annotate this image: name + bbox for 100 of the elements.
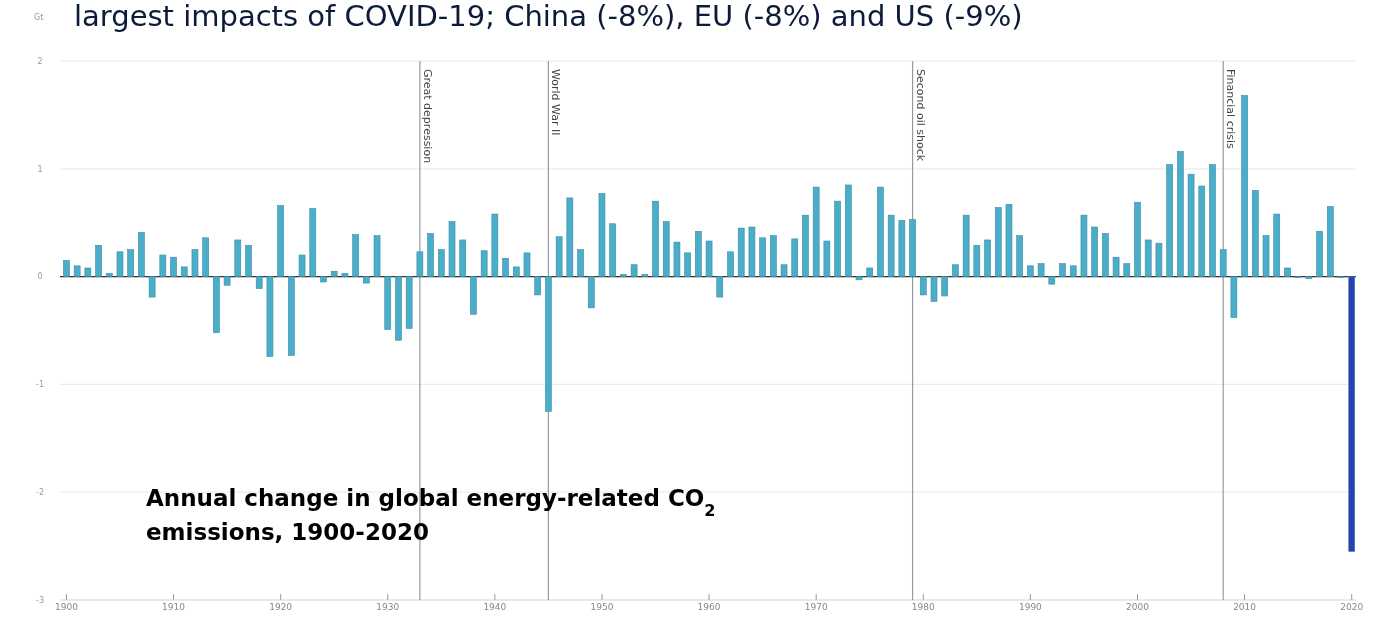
- bar: [1123, 263, 1131, 277]
- bar: [1348, 276, 1356, 552]
- bar: [459, 239, 467, 277]
- bar: [887, 214, 895, 277]
- bar: [641, 274, 649, 277]
- bar: [534, 276, 541, 296]
- chart-title: largest impacts of COVID-19; China (-8%), EU (-8%) and US (-9%): [74, 0, 1023, 33]
- bar: [373, 235, 381, 277]
- y-tick-label: -1: [36, 380, 44, 390]
- bar: [159, 254, 167, 277]
- bar: [138, 232, 145, 277]
- bar: [952, 264, 959, 277]
- bar: [1230, 276, 1238, 318]
- bar: [802, 214, 809, 277]
- bar: [1273, 213, 1281, 277]
- bar: [866, 267, 874, 277]
- bar: [170, 256, 177, 277]
- bar: [1305, 276, 1313, 280]
- bar: [834, 200, 841, 277]
- bar: [1016, 235, 1023, 277]
- bar: [962, 214, 970, 277]
- y-tick-label: -2: [36, 488, 44, 497]
- bar: [1187, 173, 1195, 277]
- text: Annual change in global energy-related CO$_{2}$ emissions, 1900-2020: [146, 485, 716, 545]
- bar: [1037, 263, 1045, 277]
- bar: [609, 223, 616, 277]
- bar: [95, 245, 102, 277]
- bar: [234, 239, 242, 277]
- bar: [1112, 256, 1120, 277]
- bar: [512, 266, 520, 277]
- x-tick-label: 2010: [1233, 602, 1257, 612]
- bar: [716, 276, 724, 298]
- bar: [427, 233, 434, 277]
- bar: [1005, 204, 1013, 277]
- bar: [984, 239, 991, 277]
- bar: [523, 252, 531, 277]
- bar: [1219, 249, 1227, 277]
- bar: [277, 205, 284, 277]
- bar: [309, 208, 317, 277]
- bar: [330, 270, 338, 277]
- ref-line-label: Great depression: [420, 69, 434, 164]
- bar: [727, 251, 734, 277]
- bar: [1209, 164, 1216, 277]
- x-tick-label: 2020: [1340, 602, 1364, 612]
- bar: [545, 276, 552, 412]
- bar: [438, 249, 445, 277]
- bar: [791, 238, 799, 277]
- bar: [930, 276, 938, 302]
- bar: [994, 207, 1002, 277]
- bar: [470, 276, 477, 315]
- bar: [491, 213, 499, 277]
- bar: [105, 273, 113, 277]
- bar: [759, 237, 766, 277]
- bar: [298, 254, 306, 277]
- bar: [652, 200, 659, 277]
- bar: [555, 236, 563, 277]
- bar: [1198, 185, 1206, 277]
- bar: [1027, 265, 1034, 277]
- bar: [630, 264, 638, 277]
- y-axis-title: Gt: [34, 13, 44, 22]
- bar: [737, 227, 745, 277]
- bar: [919, 276, 927, 296]
- bar: [1059, 263, 1066, 277]
- bar: [748, 226, 756, 277]
- x-tick-label: 1940: [483, 602, 507, 612]
- x-tick-label: 1950: [590, 602, 614, 612]
- bar: [1284, 267, 1291, 277]
- bar: [770, 235, 777, 277]
- bar: [1316, 231, 1323, 277]
- bar: [502, 257, 509, 277]
- y-tick-label: 1: [37, 164, 43, 174]
- x-tick-label: 1920: [269, 602, 293, 612]
- bar: [695, 231, 702, 277]
- bar: [266, 276, 274, 357]
- bar: [1326, 206, 1334, 277]
- bar: [620, 274, 627, 277]
- bar: [341, 273, 349, 277]
- bar: [1069, 265, 1077, 277]
- x-tick-label: 1910: [162, 602, 186, 612]
- bar: [673, 241, 681, 277]
- bar: [1091, 226, 1098, 277]
- bar: [566, 197, 574, 277]
- bar: [1252, 190, 1259, 277]
- bar: [363, 276, 370, 284]
- bar: [448, 221, 456, 277]
- bar: [845, 184, 852, 277]
- bar: [587, 276, 595, 309]
- bar: [941, 276, 949, 297]
- x-tick-label: 1900: [54, 602, 79, 612]
- bar: [855, 276, 863, 281]
- y-tick-label: -3: [36, 595, 44, 605]
- bar: [73, 265, 81, 277]
- bar: [1102, 233, 1109, 277]
- bar: [116, 251, 124, 277]
- bar: [352, 234, 359, 277]
- bar: [127, 249, 134, 277]
- bar: [395, 276, 402, 341]
- x-tick-label: 1980: [911, 602, 936, 612]
- bar: [973, 245, 981, 277]
- x-tick-label: 1990: [1018, 602, 1043, 612]
